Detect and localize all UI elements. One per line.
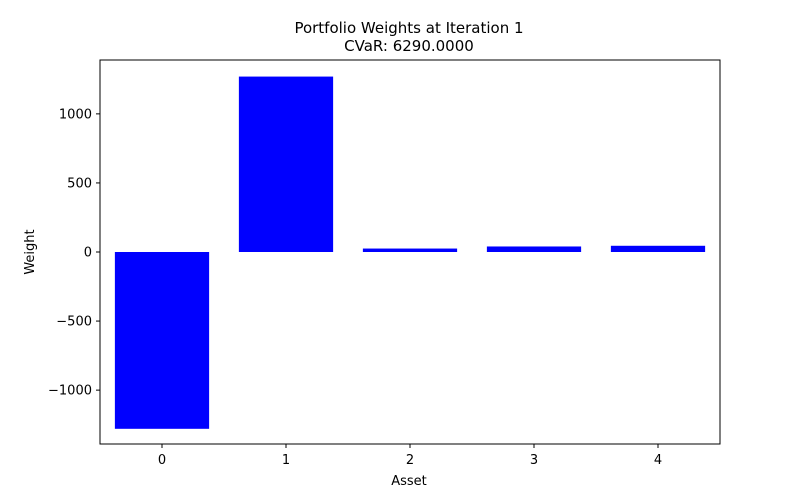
y-tick-label: 500 <box>67 176 92 191</box>
x-tick-label: 3 <box>530 453 538 468</box>
bar-asset-0 <box>114 252 210 429</box>
y-tick-label: 0 <box>84 246 92 261</box>
y-tick-label: 1000 <box>59 107 92 122</box>
chart-subtitle: CVaR: 6290.0000 <box>344 37 474 55</box>
x-axis-label: Asset <box>391 474 427 489</box>
bar-asset-3 <box>486 246 582 252</box>
bars-group <box>114 76 706 429</box>
x-tick-label: 2 <box>406 453 414 468</box>
x-axis-ticks: 0 1 2 3 4 <box>158 444 662 468</box>
y-axis-ticks: −1000 −500 0 500 1000 <box>48 107 100 399</box>
y-tick-label: −1000 <box>48 384 92 399</box>
x-tick-label: 1 <box>282 453 290 468</box>
chart-title: Portfolio Weights at Iteration 1 <box>294 19 523 37</box>
x-tick-label: 0 <box>158 453 166 468</box>
bar-asset-1 <box>238 76 334 253</box>
y-axis-label: Weight <box>23 229 38 274</box>
y-tick-label: −500 <box>56 315 92 330</box>
x-tick-label: 4 <box>654 453 662 468</box>
bar-asset-2 <box>362 248 458 252</box>
bar-asset-4 <box>610 245 706 252</box>
